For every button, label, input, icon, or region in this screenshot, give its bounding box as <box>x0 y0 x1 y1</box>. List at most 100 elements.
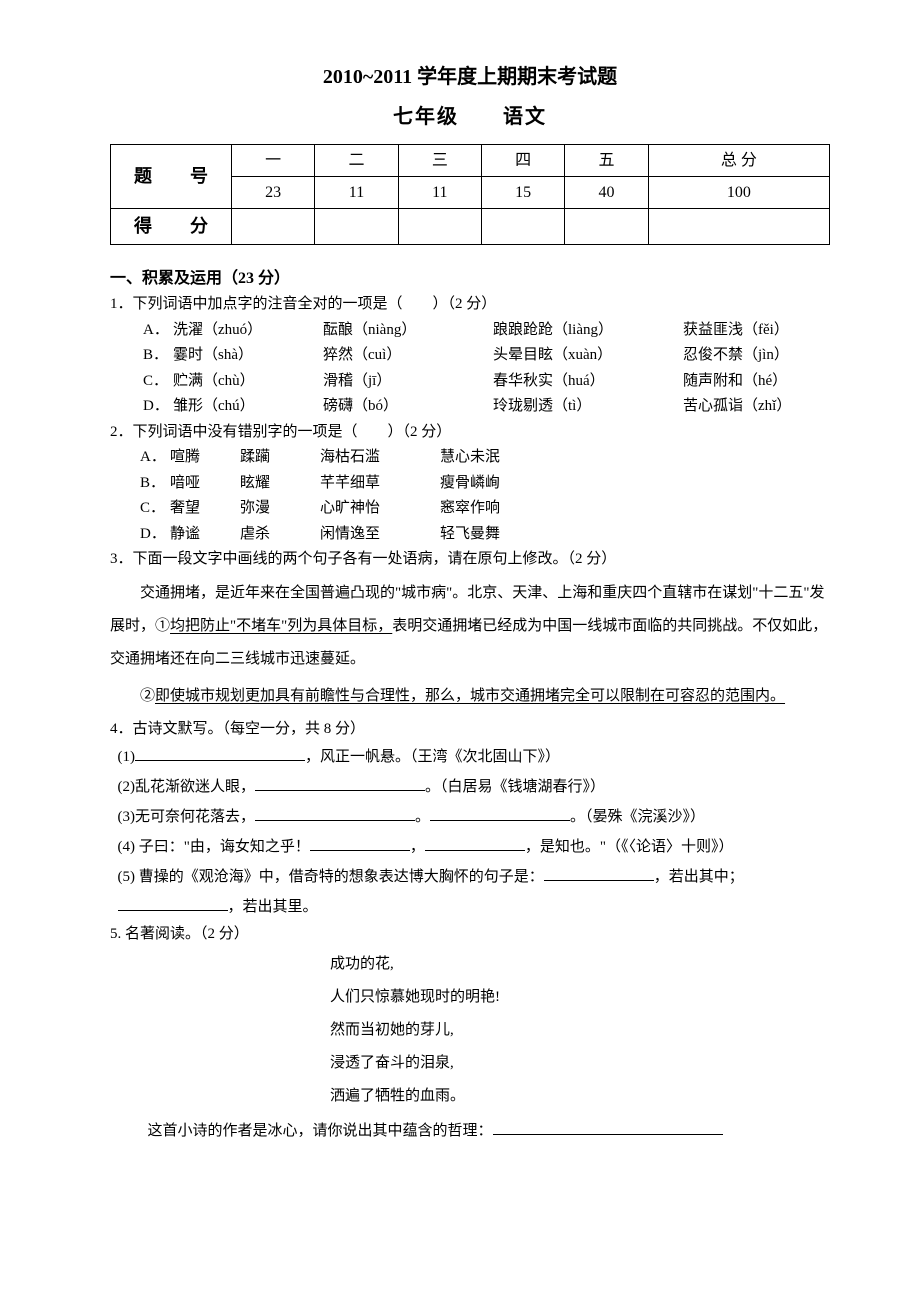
q3-paragraph-1: 交通拥堵，是近年来在全国普遍凸现的"城市病"。北京、天津、上海和重庆四个直辖市在… <box>110 577 830 676</box>
q1-a-label: A． <box>143 318 173 344</box>
q4-blank-2 <box>255 775 425 791</box>
q2-c-c3: 心旷神怡 <box>320 496 440 522</box>
score-blank-1 <box>232 209 315 245</box>
score-table: 题 号 一 二 三 四 五 总 分 23 11 11 15 40 100 得 分 <box>110 144 830 245</box>
q1-c-c2: 滑稽（jī） <box>323 369 493 395</box>
q4-blank-1 <box>135 745 305 761</box>
q5-blank <box>493 1119 723 1135</box>
q1-d-label: D． <box>143 394 173 420</box>
q2-b-label: B． <box>140 471 170 497</box>
q3-p2-label: ② <box>140 688 155 704</box>
q4-blank-5c <box>118 895 228 911</box>
score-blank-2 <box>315 209 398 245</box>
q2-d-c4: 轻飞曼舞 <box>440 522 500 548</box>
q4-line-3: (3)无可奈何花落去，。。（晏殊《浣溪沙》） <box>118 802 831 832</box>
q2-b-c1: 喑哑 <box>170 471 240 497</box>
q4-line-1: (1)，风正一帆悬。（王湾《次北固山下》） <box>118 742 831 772</box>
q4-l4a: (4) 子曰："由，诲女知之乎！ <box>118 839 310 855</box>
score-val-2: 11 <box>315 177 398 209</box>
q1-a-c4: 获益匪浅（fěi） <box>683 318 789 344</box>
q3-paragraph-2: ②即使城市规划更加具有前瞻性与合理性，那么，城市交通拥堵完全可以限制在可容忍的范… <box>110 680 830 713</box>
q1-d-c4: 苦心孤诣（zhǐ） <box>683 394 791 420</box>
q5-tail-text: 这首小诗的作者是冰心，请你说出其中蕴含的哲理： <box>148 1123 493 1139</box>
q3-underline-2: 即使城市规划更加具有前瞻性与合理性，那么，城市交通拥堵完全可以限制在可容忍的范围… <box>155 688 785 704</box>
score-val-4: 15 <box>481 177 564 209</box>
q1-b-label: B． <box>143 343 173 369</box>
q4-blank-5a <box>544 865 654 881</box>
q1-c-c4: 随声附和（hé） <box>683 369 787 395</box>
q4-l3b: 。 <box>415 809 430 825</box>
q2-c-c1: 奢望 <box>170 496 240 522</box>
score-val-1: 23 <box>232 177 315 209</box>
q4-line-4: (4) 子曰："由，诲女知之乎！ ， ，是知也。"（《〈论语〉十则》） <box>118 832 831 862</box>
q1-a-c1: 洗濯（zhuó） <box>173 318 323 344</box>
q4-blank-3a <box>255 805 415 821</box>
q1-b-c1: 霎时（shà） <box>173 343 323 369</box>
q5-poem: 成功的花, 人们只惊慕她现时的明艳! 然而当初她的芽儿, 浸透了奋斗的泪泉, 洒… <box>330 948 830 1113</box>
score-col-1: 一 <box>232 145 315 177</box>
score-row-label-1: 题 号 <box>111 145 232 209</box>
q5-tail: 这首小诗的作者是冰心，请你说出其中蕴含的哲理： <box>110 1115 830 1148</box>
q2-opt-c: C． 奢望 弥漫 心旷神怡 窸窣作响 <box>140 496 830 522</box>
q2-c-c4: 窸窣作响 <box>440 496 500 522</box>
score-blank-6 <box>648 209 829 245</box>
q4-l5c: ，若出其里。 <box>228 899 318 915</box>
q1-opt-a: A． 洗濯（zhuó） 酝酿（niàng） 踉踉跄跄（liàng） 获益匪浅（f… <box>143 318 830 344</box>
q2-c-c2: 弥漫 <box>240 496 320 522</box>
q2-d-c1: 静谧 <box>170 522 240 548</box>
q1-d-c3: 玲珑剔透（tì） <box>493 394 683 420</box>
q3-stem: 3．下面一段文字中画线的两个句子各有一处语病，请在原句上修改。（2 分） <box>110 547 830 573</box>
q4-l3c: 。（晏殊《浣溪沙》） <box>570 809 705 825</box>
q5-stem: 5. 名著阅读。（2 分） <box>110 922 830 948</box>
q1-b-c2: 猝然（cuì） <box>323 343 493 369</box>
q4-l5b: ，若出其中； <box>654 869 744 885</box>
q1-a-c2: 酝酿（niàng） <box>323 318 493 344</box>
q1-opt-b: B． 霎时（shà） 猝然（cuì） 头晕目眩（xuàn） 忍俊不禁（jìn） <box>143 343 830 369</box>
section-1-heading: 一、积累及运用（23 分） <box>110 265 830 292</box>
q2-a-c1: 喧腾 <box>170 445 240 471</box>
score-col-2: 二 <box>315 145 398 177</box>
score-blank-4 <box>481 209 564 245</box>
score-col-4: 四 <box>481 145 564 177</box>
q2-a-c4: 慧心未泯 <box>440 445 500 471</box>
q4-line-5: (5) 曹操的《观沧海》中，借奇特的想象表达博大胸怀的句子是： ，若出其中； ，若出… <box>118 862 831 922</box>
score-col-5: 五 <box>565 145 648 177</box>
q4-l4b: ， <box>410 839 425 855</box>
q4-blank-4b <box>425 835 525 851</box>
poem-line-2: 人们只惊慕她现时的明艳! <box>330 981 830 1014</box>
score-val-5: 40 <box>565 177 648 209</box>
q4-l2a: (2)乱花渐欲迷人眼， <box>118 779 256 795</box>
q2-a-label: A． <box>140 445 170 471</box>
q4-l4c: ，是知也。"（《〈论语〉十则》） <box>525 839 734 855</box>
poem-line-5: 洒遍了牺牲的血雨。 <box>330 1080 830 1113</box>
q1-c-label: C． <box>143 369 173 395</box>
q1-b-c4: 忍俊不禁（jìn） <box>683 343 789 369</box>
q2-opt-b: B． 喑哑 眩耀 芊芊细草 瘦骨嶙峋 <box>140 471 830 497</box>
poem-line-1: 成功的花, <box>330 948 830 981</box>
doc-title-line2: 七年级 语文 <box>110 100 830 134</box>
q3-underline-1: 均把防止"不堵车"列为具体目标， <box>170 618 392 634</box>
q2-b-c4: 瘦骨嶙峋 <box>440 471 500 497</box>
score-col-6: 总 分 <box>648 145 829 177</box>
q2-opt-d: D． 静谧 虐杀 闲情逸至 轻飞曼舞 <box>140 522 830 548</box>
score-col-3: 三 <box>398 145 481 177</box>
q2-a-c2: 蹂躏 <box>240 445 320 471</box>
q4-l1a: (1) <box>118 749 136 765</box>
q4-l5a: (5) 曹操的《观沧海》中，借奇特的想象表达博大胸怀的句子是： <box>118 869 544 885</box>
q2-stem: 2．下列词语中没有错别字的一项是（ ）（2 分） <box>110 420 830 446</box>
q2-c-label: C． <box>140 496 170 522</box>
score-header-row: 题 号 一 二 三 四 五 总 分 <box>111 145 830 177</box>
q2-d-label: D． <box>140 522 170 548</box>
q2-a-c3: 海枯石滥 <box>320 445 440 471</box>
doc-title-line1: 2010~2011 学年度上期期末考试题 <box>110 60 830 94</box>
score-val-3: 11 <box>398 177 481 209</box>
q1-d-c1: 雏形（chú） <box>173 394 323 420</box>
q2-opt-a: A． 喧腾 蹂躏 海枯石滥 慧心未泯 <box>140 445 830 471</box>
q2-b-c3: 芊芊细草 <box>320 471 440 497</box>
q4-blank-4a <box>310 835 410 851</box>
q4-l2b: 。（白居易《钱塘湖春行》） <box>425 779 605 795</box>
score-row-label-2: 得 分 <box>111 209 232 245</box>
poem-line-4: 浸透了奋斗的泪泉, <box>330 1047 830 1080</box>
q1-c-c3: 春华秋实（huá） <box>493 369 683 395</box>
q1-c-c1: 贮满（chù） <box>173 369 323 395</box>
